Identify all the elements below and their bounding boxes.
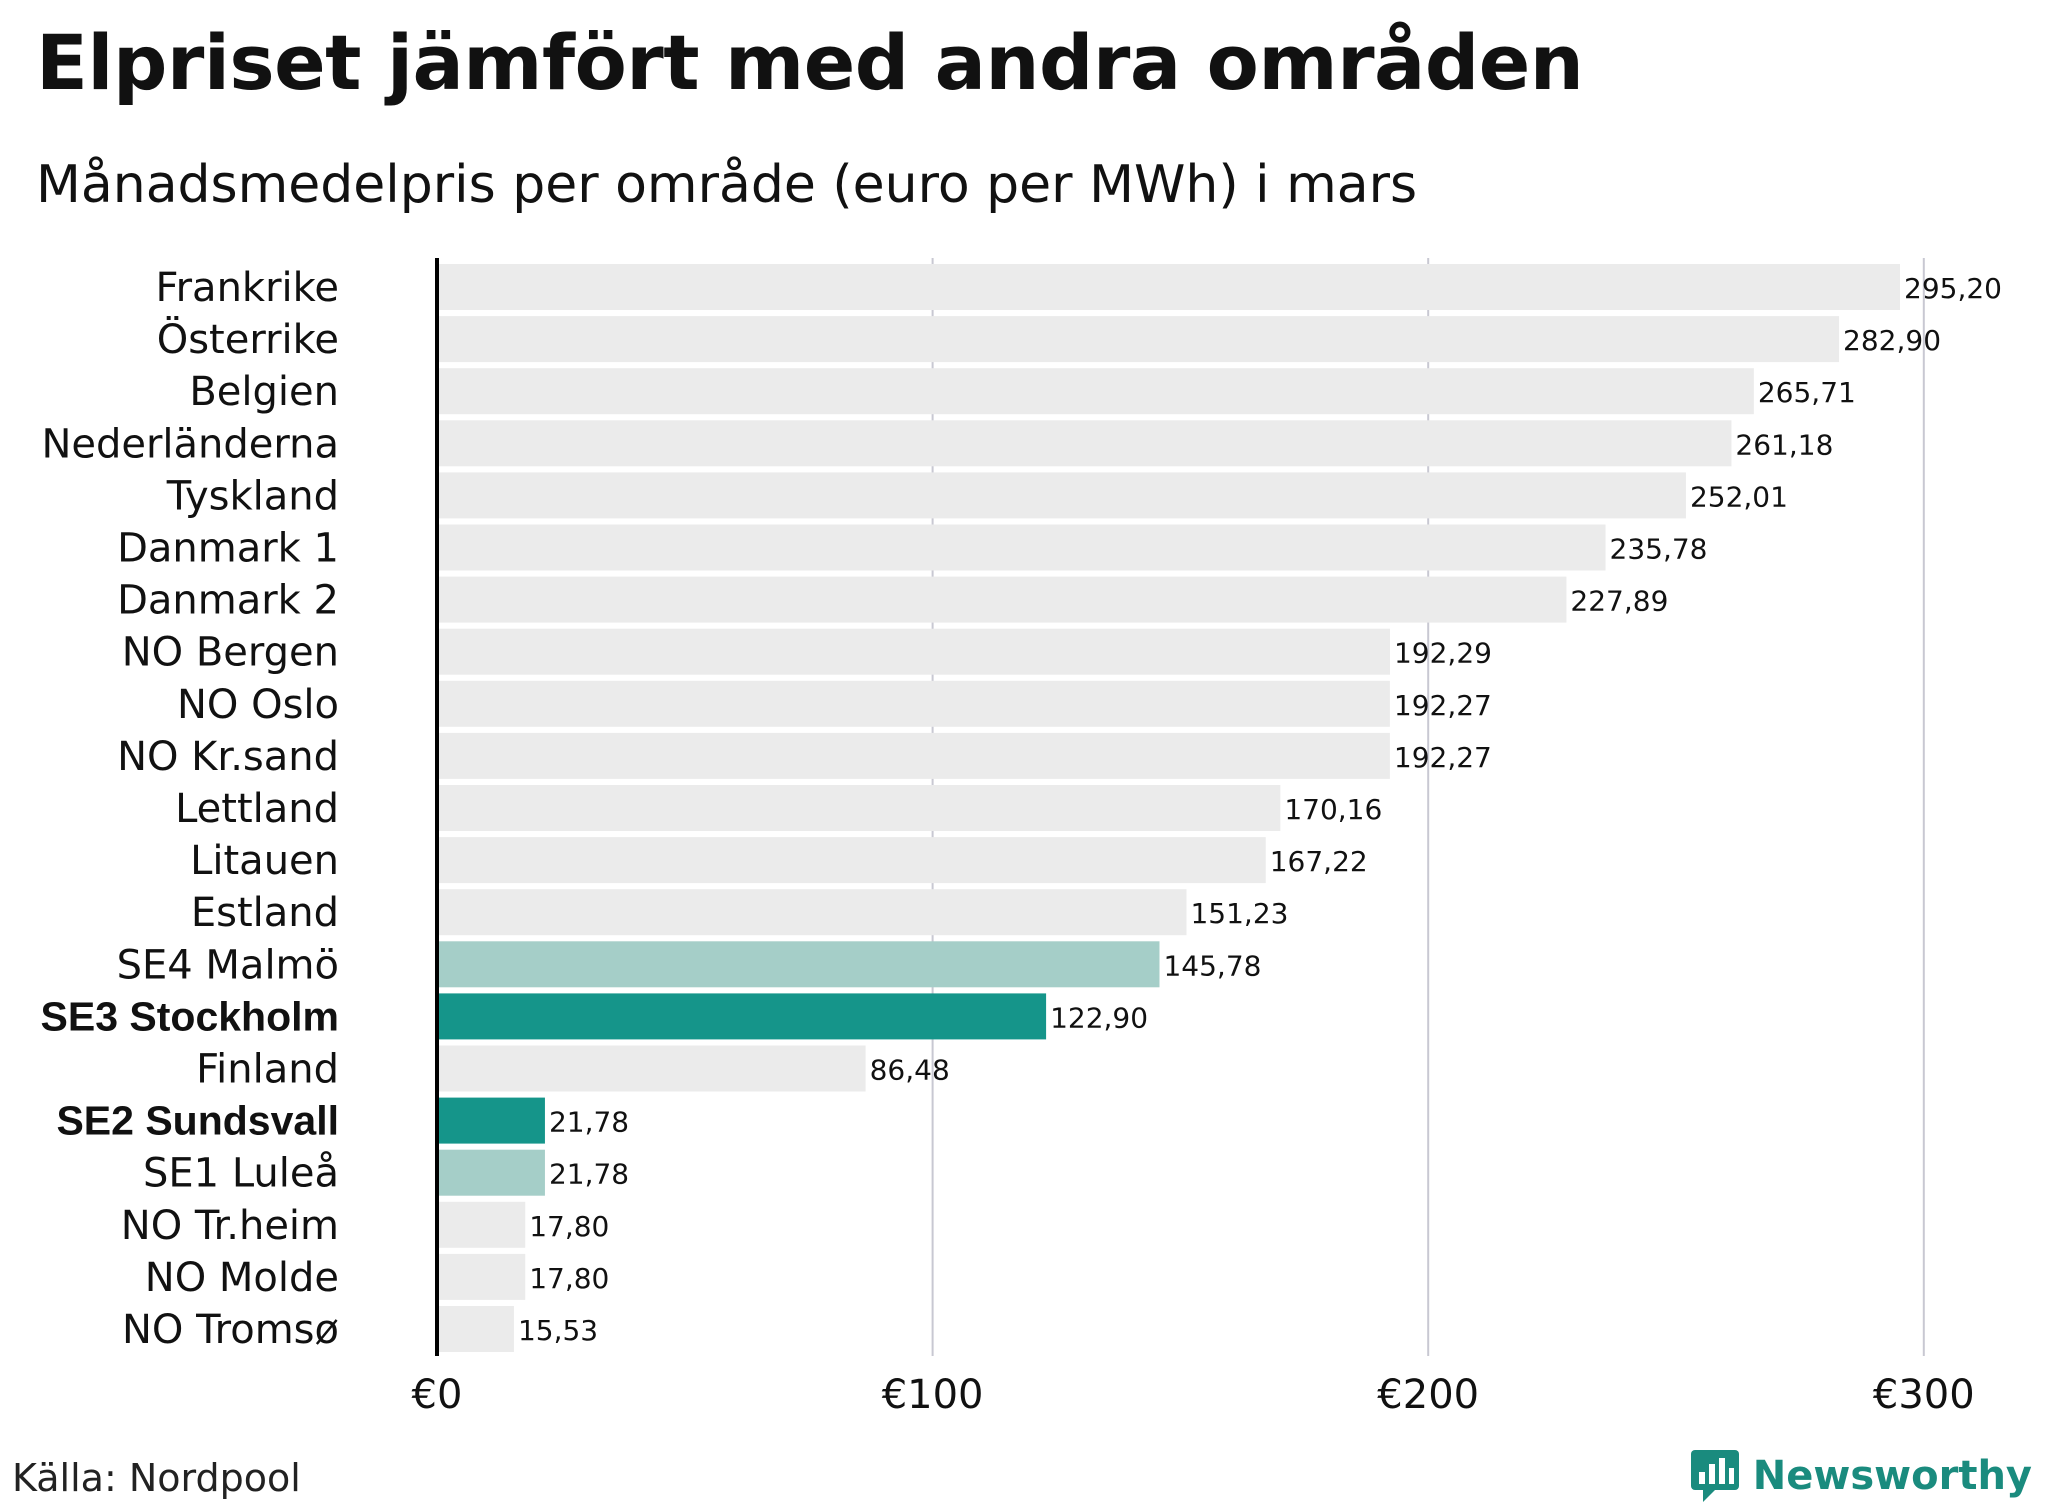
value-label: 122,90 [1050,1001,1148,1034]
bar [437,1097,545,1144]
chart-subtitle: Månadsmedelpris per område (euro per MWh… [36,155,1418,215]
value-label: 21,78 [549,1158,629,1191]
category-label: Belgien [189,369,339,415]
category-label: NO Kr.sand [117,734,339,780]
category-label: NO Molde [145,1255,339,1301]
category-label: Danmark 1 [117,526,339,572]
value-labels: 295,20 282,90 265,71 261,18 252,01 235,78 227,… [518,272,2002,1347]
value-label: 227,89 [1570,585,1668,618]
value-label: 17,80 [529,1262,609,1295]
value-label: 265,71 [1758,376,1856,409]
value-label: 151,23 [1190,897,1288,930]
value-label: 17,80 [529,1210,609,1243]
category-label: Litauen [190,838,339,884]
value-label: 170,16 [1284,793,1382,826]
bar [437,941,1160,988]
value-label: 86,48 [870,1054,950,1087]
category-label: Lettland [175,786,339,832]
category-label: NO Bergen [122,630,339,676]
category-label: SE2 Sundsvall [56,1098,339,1144]
value-label: 145,78 [1163,949,1261,982]
bar [437,732,1390,779]
bar [437,1149,545,1196]
value-label: 192,27 [1394,689,1492,722]
bar [437,1201,526,1248]
value-label: 15,53 [518,1314,598,1347]
value-label: 282,90 [1843,324,1941,357]
bar [437,1045,866,1092]
bar [437,628,1390,675]
category-label: NO Tromsø [122,1307,339,1353]
newsworthy-logo-icon [1690,1450,1739,1502]
bar [437,420,1732,467]
category-label: SE3 Stockholm [41,993,339,1039]
bar [437,576,1567,623]
category-label: Nederländerna [41,421,339,467]
source-label: Källa: Nordpool [12,1456,301,1500]
category-label: Danmark 2 [117,578,339,624]
value-label: 192,29 [1394,637,1492,670]
x-tick-label: €300 [1873,1372,1975,1418]
category-label: NO Oslo [177,682,339,728]
value-label: 167,22 [1270,845,1368,878]
bar [437,316,1840,363]
x-tick-label: €100 [882,1372,984,1418]
bar [437,524,1606,571]
value-label: 235,78 [1610,533,1708,566]
bar [437,1253,526,1300]
brand-name: Newsworthy [1752,1453,2032,1499]
bar [437,680,1390,727]
x-tick-label: €200 [1377,1372,1479,1418]
category-label: NO Tr.heim [121,1203,339,1249]
bar [437,785,1281,831]
category-label: Tyskland [166,473,339,519]
category-label: Estland [191,890,339,936]
brand-logo: Newsworthy [1689,1448,2032,1504]
value-label: 295,20 [1904,272,2002,305]
value-label: 261,18 [1735,428,1833,461]
category-label: Frankrike [156,265,339,311]
category-label: Finland [196,1047,339,1093]
value-label: 252,01 [1690,480,1788,513]
bar [437,472,1686,519]
bars [437,264,1901,1352]
bar [437,993,1047,1040]
value-label: 192,27 [1394,741,1492,774]
category-label: SE1 Luleå [143,1151,339,1197]
chart-title: Elpriset jämfört med andra områden [36,18,1584,107]
x-tick-label: €0 [412,1372,463,1418]
bar [437,1306,514,1352]
category-label: Österrike [157,315,339,363]
bar [437,368,1754,415]
bar [437,264,1901,310]
category-label: SE4 Malmö [117,942,339,988]
value-label: 21,78 [549,1106,629,1139]
bar [437,837,1266,884]
bar [437,889,1187,936]
x-axis-ticks: €0 €100 €200 €300 [412,1372,1975,1418]
